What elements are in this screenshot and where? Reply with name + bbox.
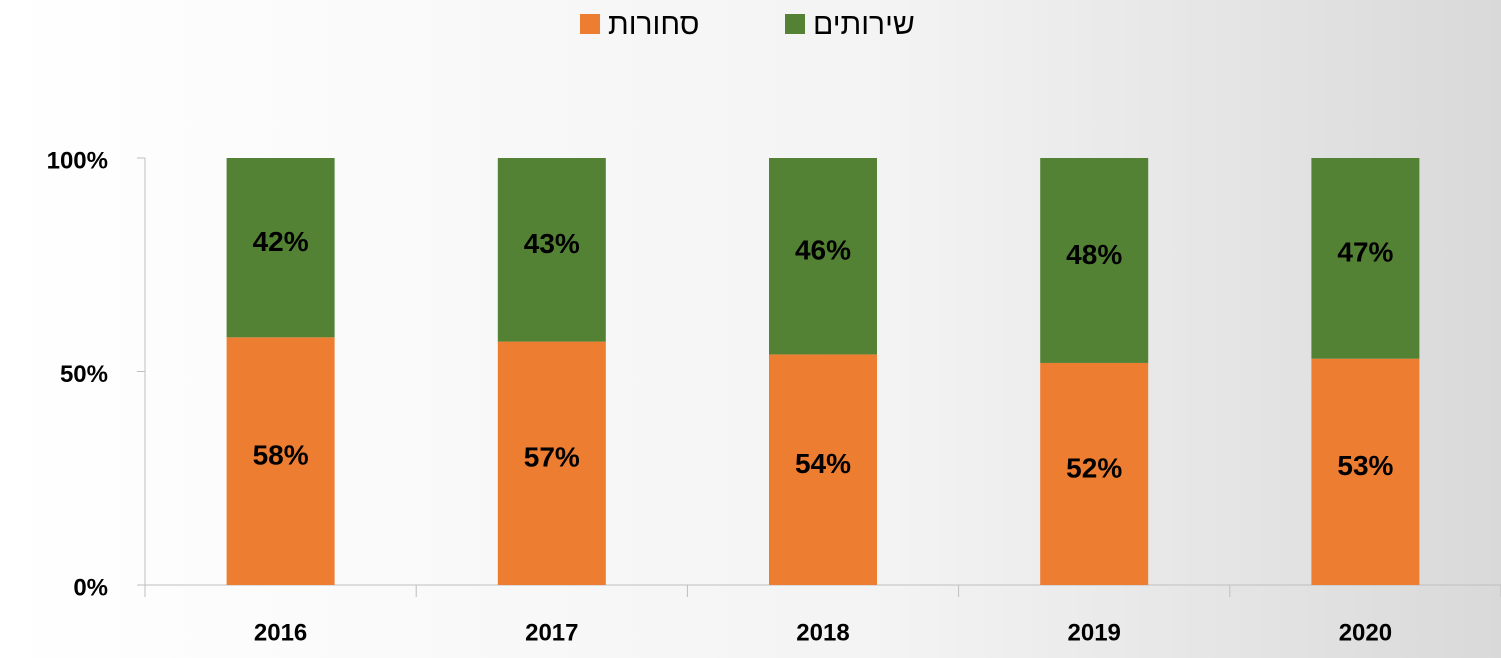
value-label: 46% bbox=[795, 235, 851, 266]
value-label: 42% bbox=[253, 226, 309, 257]
x-tick-label: 2020 bbox=[1339, 619, 1392, 646]
y-tick-label: 0% bbox=[73, 574, 108, 601]
value-label: 54% bbox=[795, 448, 851, 479]
x-tick-label: 2017 bbox=[525, 619, 578, 646]
bar-segment bbox=[1040, 158, 1149, 363]
legend-label: סחורות bbox=[608, 8, 699, 41]
bar-segment bbox=[769, 158, 877, 355]
bar-segment bbox=[1311, 358, 1420, 585]
x-tick-label: 2016 bbox=[254, 619, 307, 646]
value-label: 52% bbox=[1066, 452, 1122, 483]
bar-segment bbox=[497, 341, 606, 585]
x-tick-label: 2019 bbox=[1068, 619, 1121, 646]
bar-segment bbox=[1311, 158, 1420, 359]
value-label: 47% bbox=[1337, 237, 1393, 268]
bar-segment bbox=[226, 337, 335, 585]
value-label: 57% bbox=[524, 442, 580, 473]
x-tick-label: 2018 bbox=[796, 619, 849, 646]
value-label: 58% bbox=[253, 440, 309, 471]
bar-segment bbox=[226, 158, 335, 338]
bar-segment bbox=[769, 354, 877, 585]
value-label: 48% bbox=[1066, 239, 1122, 270]
value-label: 43% bbox=[524, 228, 580, 259]
bar-segment bbox=[1040, 362, 1149, 585]
legend-label: שירותים bbox=[813, 8, 915, 41]
value-label: 53% bbox=[1337, 450, 1393, 481]
y-tick-label: 100% bbox=[47, 147, 108, 174]
bar-segment bbox=[497, 158, 606, 342]
legend-swatch bbox=[785, 14, 805, 34]
legend-swatch bbox=[580, 14, 600, 34]
y-tick-label: 50% bbox=[60, 361, 108, 388]
